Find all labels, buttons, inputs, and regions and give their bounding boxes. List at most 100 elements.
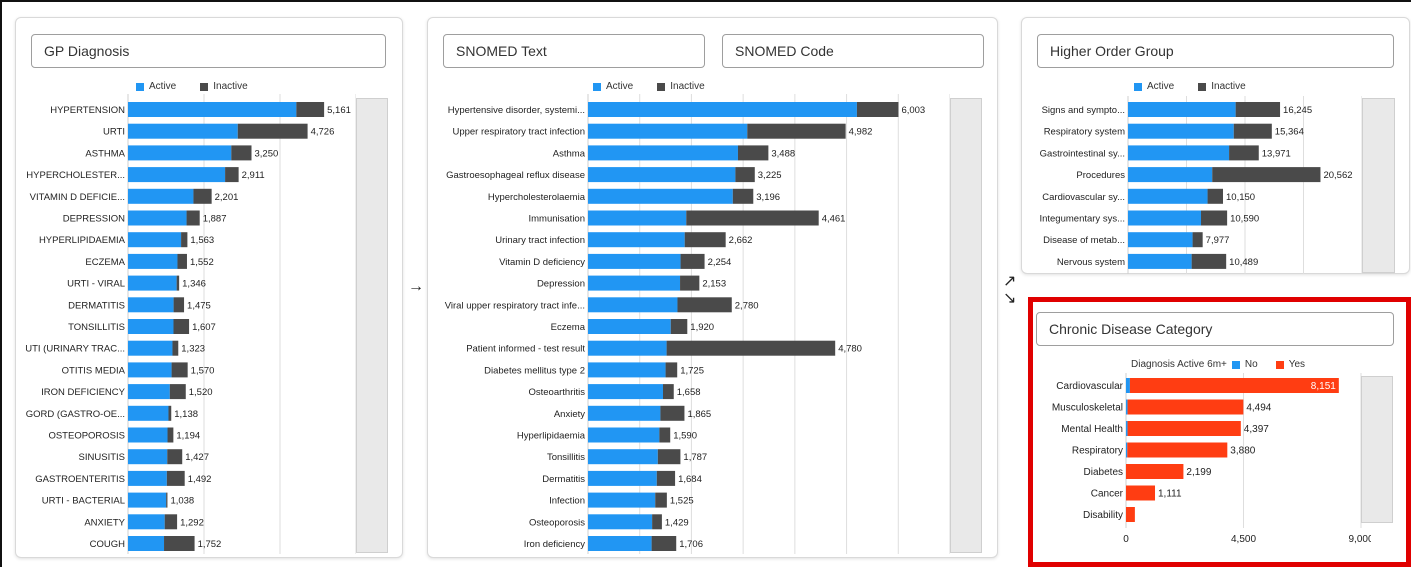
bar-segment-active (588, 362, 666, 378)
snomed-panel: SNOMED Text SNOMED Code Active Inactive … (427, 17, 998, 558)
bar-segment-inactive (677, 297, 732, 313)
bar-segment-inactive (231, 145, 252, 161)
total-value-label: 10,150 (1226, 192, 1255, 203)
bar-segment-inactive (168, 405, 172, 421)
bar-segment-active (588, 427, 660, 443)
bar-segment-inactive (186, 210, 200, 226)
chronic-chart-scrollbar[interactable] (1361, 376, 1393, 523)
total-value-label: 6,003 (901, 105, 925, 116)
inactive-swatch (200, 82, 209, 91)
bar-segment-inactive (296, 102, 325, 117)
category-label: VITAMIN D DEFICIE... (30, 192, 125, 203)
bar-segment-active (128, 275, 177, 291)
category-label: Mental Health (1061, 424, 1123, 435)
bar-segment-active (128, 123, 238, 139)
bar-segment-inactive (176, 275, 180, 291)
total-value-label: 2,911 (242, 170, 265, 181)
total-value-label: 1,292 (180, 517, 204, 528)
category-label: TONSILLITIS (68, 322, 125, 333)
total-value-label: 1,475 (187, 300, 211, 311)
bar-segment-active (128, 427, 168, 443)
category-label: HYPERTENSION (50, 105, 125, 116)
category-label: Diabetes (1084, 467, 1123, 478)
total-value-label: 1,706 (679, 539, 703, 550)
total-value-label: 2,662 (729, 235, 753, 246)
bar-segment-active (588, 340, 667, 356)
category-label: GORD (GASTRO-OE... (26, 409, 125, 420)
bar-segment-active (128, 340, 173, 356)
bar-segment-inactive (856, 102, 899, 117)
bar-segment-inactive (1192, 232, 1203, 248)
bar-segment-no (1126, 442, 1128, 458)
total-value-label: 10,489 (1229, 257, 1258, 268)
forward-arrow-icon: → (408, 278, 424, 295)
bar-segment-inactive (173, 297, 185, 313)
legend-yes-label: Yes (1288, 359, 1306, 370)
total-value-label: 4,982 (849, 127, 873, 138)
bar-segment-yes (1126, 507, 1135, 522)
higher-order-group-field[interactable]: Higher Order Group (1037, 34, 1394, 68)
total-value-label: 1,525 (670, 496, 694, 507)
bar-segment-inactive (652, 514, 662, 530)
category-label: Immunisation (529, 214, 586, 225)
total-value-label: 1,684 (678, 474, 702, 485)
bar-segment-active (588, 384, 663, 400)
legend-inactive-label: Inactive (213, 81, 248, 92)
bar-segment-active (588, 102, 857, 117)
total-value-label: 5,161 (327, 105, 351, 116)
category-label: Respiratory (1072, 446, 1123, 457)
gp-chart-scrollbar[interactable] (356, 98, 388, 553)
category-label: Disease of metab... (1043, 235, 1125, 246)
category-label: Gastroesophageal reflux disease (446, 170, 585, 181)
chronic-disease-field[interactable]: Chronic Disease Category (1036, 312, 1394, 346)
bar-segment-active (588, 167, 736, 183)
category-label: Osteoporosis (529, 517, 585, 528)
chronic-disease-panel: Chronic Disease Category Diagnosis Activ… (1030, 300, 1410, 567)
total-value-label: 1,752 (198, 539, 222, 550)
total-value-label: 16,245 (1283, 105, 1312, 116)
total-value-label: 13,971 (1262, 148, 1291, 159)
gp-legend: Active Inactive (136, 81, 248, 92)
snomed-code-field[interactable]: SNOMED Code (722, 34, 984, 68)
bar-segment-inactive (680, 253, 705, 269)
bar-segment-active (128, 253, 178, 269)
x-tick-label: 9,000 (1348, 534, 1371, 545)
total-value-label: 15,364 (1275, 127, 1304, 138)
category-label: COUGH (90, 539, 126, 550)
snomed-text-field[interactable]: SNOMED Text (443, 34, 705, 68)
total-value-label: 2,199 (1186, 467, 1211, 478)
bar-segment-inactive (665, 362, 678, 378)
gp-diagnosis-field[interactable]: GP Diagnosis (31, 34, 386, 68)
total-value-label: 4,461 (822, 214, 846, 225)
total-value-label: 1,492 (188, 474, 212, 485)
total-value-label: 2,254 (708, 257, 732, 268)
bar-segment-active (588, 188, 733, 204)
bar-segment-inactive (1233, 123, 1272, 139)
bar-segment-active (588, 536, 652, 551)
category-label: Integumentary sys... (1039, 214, 1125, 225)
category-label: DEPRESSION (63, 214, 125, 225)
higher-order-group-panel: Higher Order Group Active Inactive Signs… (1021, 17, 1410, 274)
inactive-swatch (657, 82, 666, 91)
legend-inactive-label: Inactive (670, 81, 705, 92)
category-label: Asthma (553, 148, 586, 159)
total-value-label: 1,590 (673, 431, 697, 442)
bar-segment-yes (1127, 442, 1228, 458)
bar-segment-inactive (167, 427, 174, 443)
bar-segment-active (128, 384, 170, 400)
bar-segment-inactive (164, 536, 195, 551)
bar-segment-yes (1129, 378, 1339, 393)
bar-segment-inactive (173, 319, 190, 334)
total-value-label: 1,787 (683, 452, 707, 463)
bar-segment-active (588, 210, 687, 226)
bar-segment-inactive (181, 232, 188, 248)
hog-chart-scrollbar[interactable] (1362, 98, 1395, 273)
snomed-chart: Hypertensive disorder, systemi... 6,003 Up… (445, 94, 950, 554)
bar-segment-inactive (1191, 253, 1227, 269)
snomed-chart-scrollbar[interactable] (950, 98, 982, 553)
window-frame-top (0, 0, 1411, 2)
bar-segment-inactive (660, 405, 685, 421)
bar-segment-inactive (1207, 188, 1224, 204)
category-label: Iron deficiency (524, 539, 586, 550)
total-value-label: 1,563 (190, 235, 214, 246)
